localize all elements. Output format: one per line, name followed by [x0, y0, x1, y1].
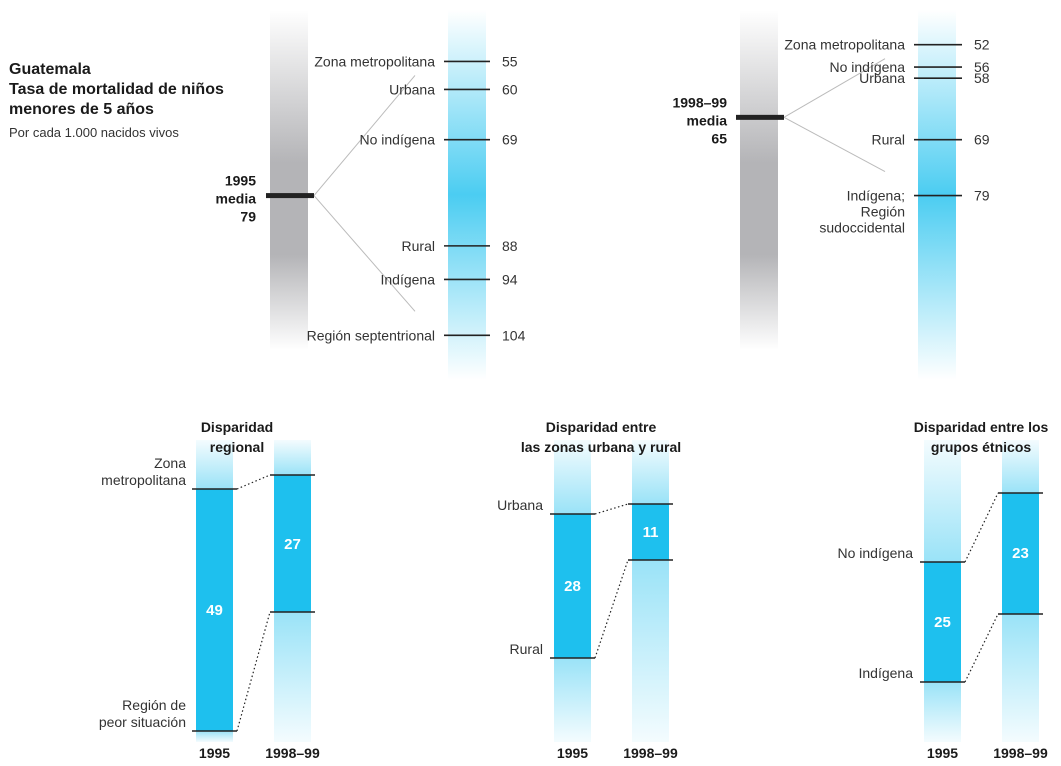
group-label: Región de — [122, 697, 186, 713]
category-label: sudoccidental — [819, 220, 905, 236]
value-label: 56 — [974, 59, 990, 75]
group-label: Rural — [510, 641, 543, 657]
column-background — [274, 612, 311, 742]
mean-marker — [266, 193, 314, 199]
category-tick-label: 1998–99 — [993, 745, 1048, 761]
category-tick-label: 1995 — [557, 745, 588, 761]
gray-strip — [270, 10, 308, 350]
value-label: 52 — [974, 37, 990, 53]
dotted-connector — [964, 492, 999, 563]
gap-bar — [1002, 493, 1039, 614]
column-background — [1002, 440, 1039, 493]
category-label: Región septentrional — [307, 327, 435, 343]
gap-bar — [924, 562, 961, 682]
category-label: Rural — [402, 238, 435, 254]
mean-label: media — [687, 112, 728, 128]
category-tick-label: 1995 — [199, 745, 230, 761]
category-label: Zona metropolitana — [784, 37, 905, 53]
value-label: 79 — [974, 188, 990, 204]
category-label: Rural — [872, 132, 905, 148]
value-label: 55 — [502, 53, 518, 69]
chart-title-block: Guatemala Tasa de mortalidad de niños me… — [9, 60, 224, 140]
column-background — [196, 731, 233, 742]
chart-title-line: Guatemala — [9, 61, 91, 78]
connector-line — [313, 75, 416, 196]
connector-line — [783, 58, 886, 118]
column-background — [632, 560, 669, 742]
category-tick-label: 1995 — [927, 745, 958, 761]
gap-bar — [554, 514, 591, 658]
dotted-connector — [594, 503, 629, 515]
category-label: Indígena — [381, 271, 436, 287]
category-label: Zona metropolitana — [314, 53, 435, 69]
mean-label: media — [216, 191, 257, 207]
connector-line — [313, 195, 416, 312]
group-label: Indígena — [859, 665, 914, 681]
gap-value: 23 — [1012, 545, 1029, 562]
dotted-connector — [964, 613, 999, 683]
category-label: Urbana — [859, 70, 905, 86]
category-label: No indígena — [359, 132, 435, 148]
value-label: 69 — [502, 132, 518, 148]
gap-value: 27 — [284, 536, 301, 553]
mean-label: 79 — [240, 209, 256, 225]
value-label: 94 — [502, 271, 518, 287]
gray-strip — [740, 10, 778, 350]
column-background — [632, 440, 669, 504]
connector-line — [783, 116, 886, 173]
gap-bar — [274, 475, 311, 612]
value-label: 88 — [502, 238, 518, 254]
group-label: Zona — [154, 455, 186, 471]
dotted-connector — [236, 474, 271, 490]
dotted-connector — [236, 611, 271, 732]
category-label: Urbana — [389, 81, 435, 97]
chart-title-line: Tasa de mortalidad de niños — [9, 81, 224, 98]
chart-subtitle: Por cada 1.000 nacidos vivos — [9, 125, 179, 140]
panel-title: grupos étnicos — [931, 439, 1032, 455]
mean-label: 65 — [711, 130, 727, 146]
column-background — [1002, 614, 1039, 742]
column-background — [274, 440, 311, 475]
value-label: 69 — [974, 132, 990, 148]
value-label: 104 — [502, 327, 526, 343]
group-label: No indígena — [837, 545, 913, 561]
panel-title: regional — [210, 439, 264, 455]
gap-bar — [196, 489, 233, 731]
column-background — [554, 440, 591, 514]
panel-title: Disparidad entre los — [914, 419, 1049, 435]
group-label: Urbana — [497, 497, 543, 513]
column-background — [196, 440, 233, 489]
category-label: No indígena — [829, 59, 905, 75]
column-background — [924, 440, 961, 562]
panel-title: Disparidad entre — [546, 419, 657, 435]
category-label: Región — [861, 204, 905, 220]
group-label: metropolitana — [101, 472, 186, 488]
gap-value: 11 — [643, 524, 659, 541]
value-label: 60 — [502, 81, 518, 97]
mean-label: 1998–99 — [672, 94, 727, 110]
chart-title-line: menores de 5 años — [9, 101, 154, 118]
category-tick-label: 1998–99 — [265, 745, 320, 761]
panel-title: Disparidad — [201, 419, 273, 435]
category-tick-label: 1998–99 — [623, 745, 678, 761]
column-background — [554, 658, 591, 742]
gap-bar — [632, 504, 669, 560]
gap-value: 28 — [564, 578, 581, 595]
group-label: peor situación — [99, 714, 186, 730]
column-background — [924, 682, 961, 742]
blue-strip — [448, 10, 486, 380]
panel-title: las zonas urbana y rural — [521, 439, 681, 455]
value-label: 58 — [974, 70, 990, 86]
gap-value: 49 — [206, 602, 223, 619]
category-label: Indígena; — [847, 188, 905, 204]
mean-label: 1995 — [225, 173, 256, 189]
gap-value: 25 — [934, 614, 951, 631]
mean-marker — [736, 114, 784, 120]
dotted-connector — [594, 559, 629, 659]
